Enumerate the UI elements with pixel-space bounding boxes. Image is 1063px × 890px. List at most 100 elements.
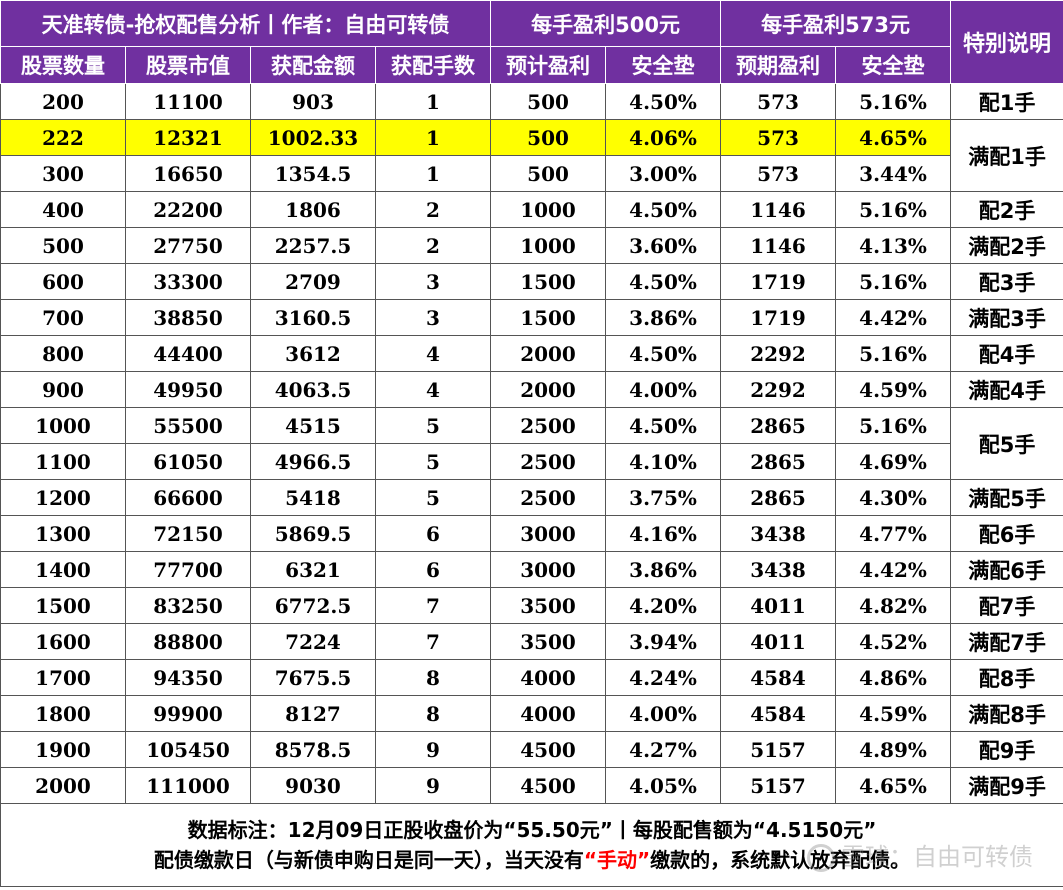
cell-shares: 1700 xyxy=(0,659,126,696)
cell-market-value: 27750 xyxy=(125,227,251,264)
table-row: 1800 99900 8127 8 4000 4.00% 4584 4.59% 满配8手 xyxy=(0,695,1063,732)
cell-special-note: 满配5手 xyxy=(950,479,1063,516)
table-row: 2000 111000 9030 9 4500 4.05% 5157 4.65% 满配9手 xyxy=(0,767,1063,804)
cell-profit-500: 1500 xyxy=(490,263,607,300)
cell-safety-500: 4.50% xyxy=(605,335,722,372)
cell-safety-573: 5.16% xyxy=(835,335,952,372)
cell-special-note: 配7手 xyxy=(950,587,1063,624)
cell-profit-500: 2500 xyxy=(490,407,607,444)
special-note-header: 特别说明 xyxy=(950,0,1063,84)
cell-profit-500: 3000 xyxy=(490,515,607,552)
cell-amount: 7224 xyxy=(250,623,376,660)
cell-safety-500: 4.24% xyxy=(605,659,722,696)
cell-safety-500: 4.10% xyxy=(605,443,722,480)
cell-profit-500: 500 xyxy=(490,83,607,120)
cell-profit-500: 2000 xyxy=(490,371,607,408)
footer-line-2: 配债缴款日（与新债申购日是同一天），当天没有“手动”缴款的，系统默认放弃配债。 xyxy=(2,845,1063,875)
cell-amount: 4515 xyxy=(250,407,376,444)
cell-safety-500: 4.50% xyxy=(605,191,722,228)
cell-shares: 400 xyxy=(0,191,126,228)
cell-special-note: 满配6手 xyxy=(950,551,1063,588)
cell-special-note: 配6手 xyxy=(950,515,1063,552)
cell-lots: 4 xyxy=(374,335,492,372)
cell-amount: 5418 xyxy=(250,479,376,516)
cell-safety-573: 4.59% xyxy=(835,695,952,732)
cell-market-value: 16650 xyxy=(125,155,251,192)
cell-shares: 1600 xyxy=(0,623,126,660)
cell-safety-500: 4.05% xyxy=(605,767,722,804)
cell-profit-573: 3438 xyxy=(720,551,837,588)
cell-profit-573: 573 xyxy=(720,119,837,156)
table-row: 1000 55500 4515 5 2500 4.50% 2865 5.16% 配5手 xyxy=(0,407,1063,480)
cell-safety-500: 4.50% xyxy=(605,407,722,444)
cell-market-value: 83250 xyxy=(125,587,251,624)
cell-safety-573: 4.82% xyxy=(835,587,952,624)
cell-special-note: 满配1手 xyxy=(950,119,1063,192)
cell-amount: 5869.5 xyxy=(250,515,376,552)
cell-lots: 7 xyxy=(374,587,492,624)
cell-amount: 4966.5 xyxy=(250,443,376,480)
cell-market-value: 72150 xyxy=(125,515,251,552)
cell-shares: 200 xyxy=(0,83,126,120)
cell-lots: 3 xyxy=(374,299,492,336)
cell-market-value: 49950 xyxy=(125,371,251,408)
table-row: 400 22200 1806 2 1000 4.50% 1146 5.16% 配2手 xyxy=(0,191,1063,228)
cell-special-note: 满配4手 xyxy=(950,371,1063,408)
cell-special-note: 配1手 xyxy=(950,83,1063,120)
cell-profit-573: 5157 xyxy=(720,731,837,768)
cell-amount: 6321 xyxy=(250,551,376,588)
table-row: 600 33300 2709 3 1500 4.50% 1719 5.16% 配3手 xyxy=(0,263,1063,300)
cell-market-value: 44400 xyxy=(125,335,251,372)
cell-amount: 8578.5 xyxy=(250,731,376,768)
cell-market-value: 33300 xyxy=(125,263,251,300)
cell-safety-500: 4.50% xyxy=(605,83,722,120)
cell-shares: 500 xyxy=(0,227,126,264)
cell-amount: 3612 xyxy=(250,335,376,372)
cell-amount: 1806 xyxy=(250,191,376,228)
cell-lots: 6 xyxy=(374,551,492,588)
cell-market-value: 61050 xyxy=(125,443,251,480)
cell-safety-500: 4.16% xyxy=(605,515,722,552)
cell-market-value: 12321 xyxy=(125,119,251,156)
table-row: 1700 94350 7675.5 8 4000 4.24% 4584 4.86% 配8手 xyxy=(0,659,1063,696)
cell-profit-573: 2865 xyxy=(720,479,837,516)
cell-shares: 900 xyxy=(0,371,126,408)
table-row: 1400 77700 6321 6 3000 3.86% 3438 4.42% 满配6手 xyxy=(0,551,1063,588)
cell-lots: 7 xyxy=(374,623,492,660)
cell-amount: 903 xyxy=(250,83,376,120)
cell-amount: 1002.33 xyxy=(250,119,376,156)
table-row: 222 12321 1002.33 1 500 4.06% 573 4.65% 满配1手 xyxy=(0,119,1063,192)
cell-profit-573: 1146 xyxy=(720,191,837,228)
cell-amount: 3160.5 xyxy=(250,299,376,336)
table-row: 300 16650 1354.5 1 500 3.00% 573 3.44% xyxy=(0,155,1063,192)
column-header-market-value: 股票市值 xyxy=(125,46,251,84)
cell-amount: 9030 xyxy=(250,767,376,804)
cell-profit-573: 4584 xyxy=(720,659,837,696)
cell-profit-500: 3500 xyxy=(490,623,607,660)
cell-profit-500: 1000 xyxy=(490,191,607,228)
cell-market-value: 22200 xyxy=(125,191,251,228)
cell-safety-500: 3.94% xyxy=(605,623,722,660)
cell-profit-500: 3500 xyxy=(490,587,607,624)
cell-shares: 1200 xyxy=(0,479,126,516)
cell-special-note: 满配2手 xyxy=(950,227,1063,264)
footer-line-1: 数据标注：12月09日正股收盘价为“55.50元”丨每股配售额为“4.5150元… xyxy=(187,818,877,842)
cell-lots: 3 xyxy=(374,263,492,300)
cell-special-note: 满配7手 xyxy=(950,623,1063,660)
cell-lots: 1 xyxy=(374,83,492,120)
column-header-shares: 股票数量 xyxy=(0,46,126,84)
cell-profit-500: 500 xyxy=(490,119,607,156)
cell-amount: 1354.5 xyxy=(250,155,376,192)
cell-profit-573: 573 xyxy=(720,155,837,192)
cell-market-value: 94350 xyxy=(125,659,251,696)
cell-market-value: 111000 xyxy=(125,767,251,804)
cell-safety-573: 4.30% xyxy=(835,479,952,516)
cell-special-note: 配3手 xyxy=(950,263,1063,300)
cell-shares: 1800 xyxy=(0,695,126,732)
cell-safety-573: 3.44% xyxy=(835,155,952,192)
cell-special-note: 配4手 xyxy=(950,335,1063,372)
cell-lots: 8 xyxy=(374,659,492,696)
cell-amount: 2709 xyxy=(250,263,376,300)
cell-safety-573: 4.52% xyxy=(835,623,952,660)
cell-market-value: 77700 xyxy=(125,551,251,588)
